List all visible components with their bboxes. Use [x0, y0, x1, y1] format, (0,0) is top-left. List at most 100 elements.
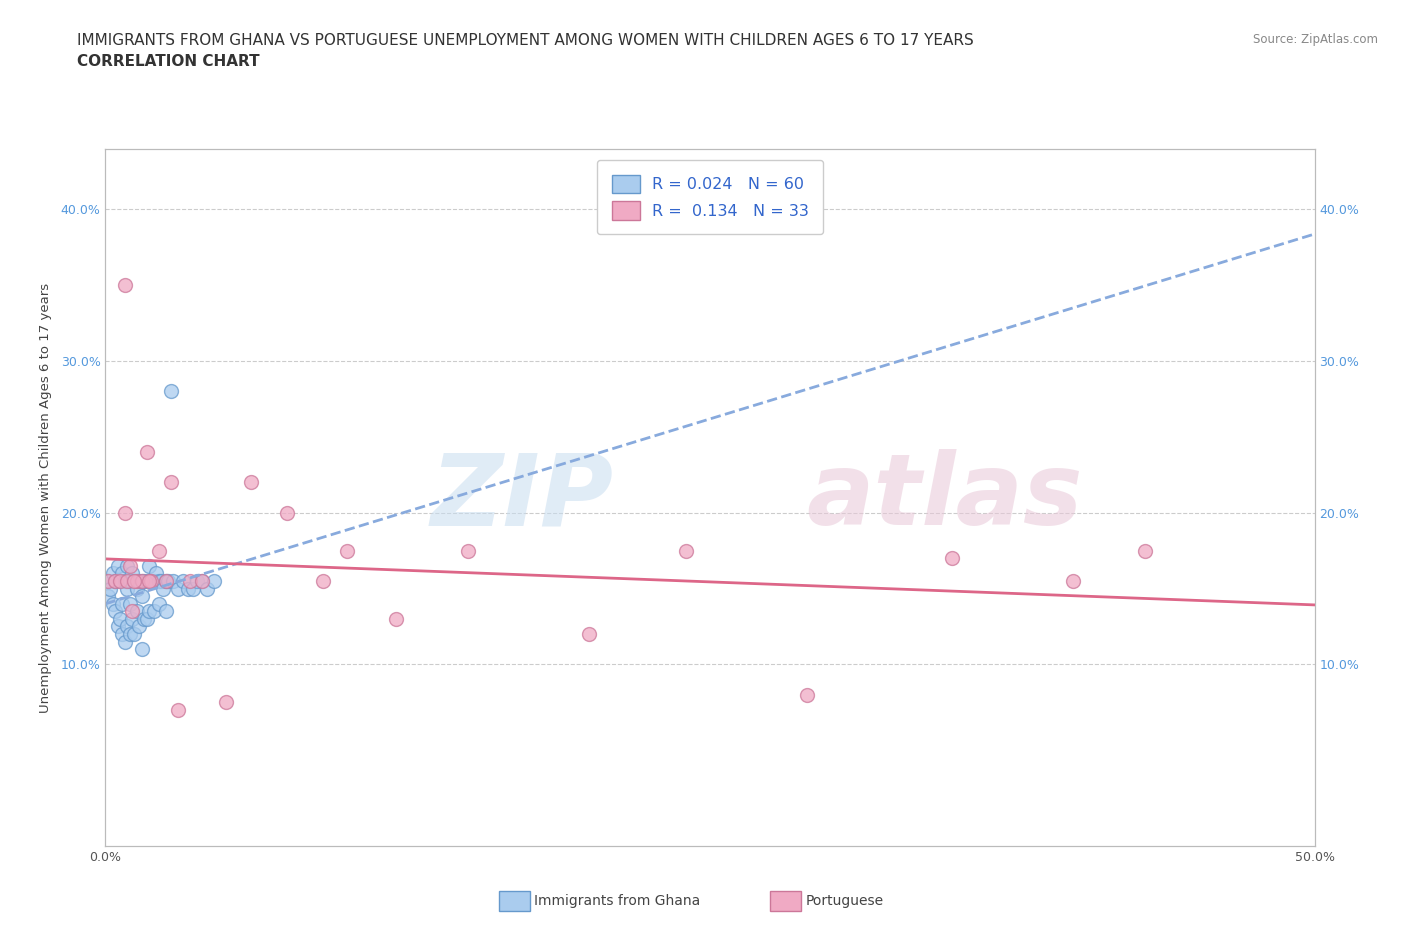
- Point: [155, 574, 177, 589]
- Point: [195, 581, 218, 596]
- Point: [142, 574, 165, 589]
- Point: [202, 574, 225, 589]
- Point: [97, 574, 120, 589]
- Point: [152, 581, 174, 596]
- Point: [131, 642, 153, 657]
- Text: ZIP: ZIP: [430, 449, 613, 546]
- Point: [186, 574, 208, 589]
- Point: [148, 596, 170, 611]
- Point: [115, 558, 138, 573]
- Point: [114, 574, 136, 589]
- Point: [108, 574, 131, 589]
- Point: [276, 505, 298, 520]
- Point: [124, 574, 146, 589]
- Point: [108, 611, 131, 626]
- Point: [179, 574, 201, 589]
- Point: [941, 551, 963, 565]
- Point: [148, 574, 170, 589]
- Point: [157, 574, 180, 589]
- Point: [135, 611, 157, 626]
- Point: [118, 596, 141, 611]
- Point: [141, 574, 163, 589]
- Point: [135, 574, 157, 589]
- Point: [124, 627, 146, 642]
- Point: [150, 574, 173, 589]
- Text: atlas: atlas: [807, 449, 1083, 546]
- Point: [134, 574, 156, 589]
- Point: [138, 558, 160, 573]
- Point: [128, 619, 150, 634]
- Point: [239, 475, 262, 490]
- Point: [125, 574, 148, 589]
- Point: [97, 574, 120, 589]
- Point: [384, 611, 406, 626]
- Point: [131, 574, 153, 589]
- Point: [138, 574, 160, 589]
- Point: [121, 566, 143, 581]
- Point: [118, 558, 141, 573]
- Point: [336, 543, 359, 558]
- Point: [162, 574, 184, 589]
- Text: Immigrants from Ghana: Immigrants from Ghana: [534, 894, 700, 909]
- Point: [115, 619, 138, 634]
- Point: [148, 543, 170, 558]
- Point: [145, 566, 167, 581]
- Point: [155, 604, 177, 618]
- Point: [97, 589, 120, 604]
- Text: Source: ZipAtlas.com: Source: ZipAtlas.com: [1253, 33, 1378, 46]
- Point: [104, 604, 127, 618]
- Y-axis label: Unemployment Among Women with Children Ages 6 to 17 years: Unemployment Among Women with Children A…: [39, 283, 52, 712]
- Point: [104, 574, 127, 589]
- Point: [118, 627, 141, 642]
- Point: [131, 589, 153, 604]
- Point: [114, 634, 136, 649]
- Point: [312, 574, 335, 589]
- Point: [578, 627, 600, 642]
- Point: [796, 687, 818, 702]
- Point: [167, 702, 190, 717]
- Point: [141, 574, 163, 589]
- Point: [101, 596, 124, 611]
- Point: [124, 574, 146, 589]
- Point: [111, 596, 134, 611]
- Legend: R = 0.024   N = 60, R =  0.134   N = 33: R = 0.024 N = 60, R = 0.134 N = 33: [598, 160, 823, 234]
- Point: [114, 278, 136, 293]
- Point: [98, 581, 121, 596]
- Point: [114, 505, 136, 520]
- Point: [131, 574, 153, 589]
- Point: [191, 574, 214, 589]
- Point: [128, 574, 150, 589]
- Point: [111, 627, 134, 642]
- Point: [138, 604, 160, 618]
- Point: [167, 581, 190, 596]
- Point: [134, 611, 156, 626]
- Text: CORRELATION CHART: CORRELATION CHART: [77, 54, 260, 69]
- Point: [142, 604, 165, 618]
- Point: [104, 574, 127, 589]
- Point: [101, 566, 124, 581]
- Text: Portuguese: Portuguese: [806, 894, 884, 909]
- Point: [457, 543, 479, 558]
- Point: [108, 574, 131, 589]
- Point: [107, 558, 129, 573]
- Point: [121, 604, 143, 618]
- Point: [172, 574, 194, 589]
- Point: [155, 574, 177, 589]
- Point: [1062, 574, 1084, 589]
- Point: [159, 384, 181, 399]
- Point: [125, 604, 148, 618]
- Point: [111, 566, 134, 581]
- Point: [181, 581, 204, 596]
- Point: [675, 543, 697, 558]
- Point: [1135, 543, 1157, 558]
- Point: [176, 581, 198, 596]
- Point: [107, 619, 129, 634]
- Point: [215, 695, 238, 710]
- Point: [191, 574, 214, 589]
- Point: [159, 475, 181, 490]
- Point: [118, 574, 141, 589]
- Point: [115, 574, 138, 589]
- Point: [115, 581, 138, 596]
- Point: [121, 611, 143, 626]
- Point: [135, 445, 157, 459]
